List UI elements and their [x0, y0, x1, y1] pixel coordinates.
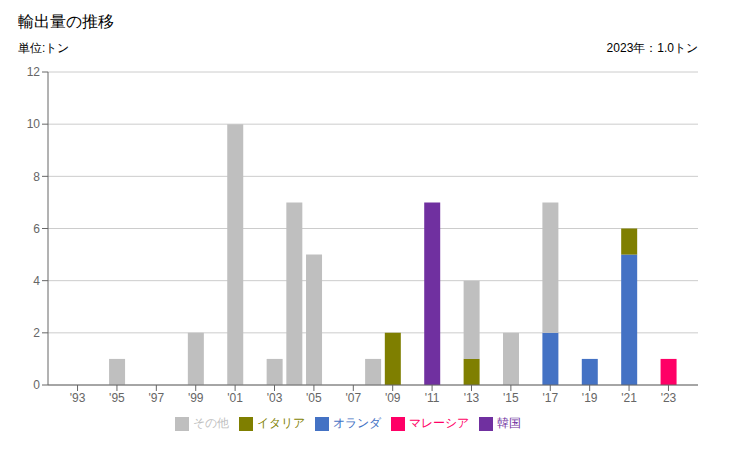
svg-text:'03: '03 — [267, 391, 283, 405]
html-text:マレーシア: マレーシア — [409, 416, 469, 430]
svg-text:'13: '13 — [464, 391, 480, 405]
html-text:その他: その他 — [193, 416, 229, 430]
svg-text:'07: '07 — [345, 391, 361, 405]
svg-text:'15: '15 — [503, 391, 519, 405]
svg-text:0: 0 — [33, 378, 40, 392]
svg-text:'17: '17 — [542, 391, 558, 405]
html-text:2023年：1.0トン: 2023年：1.0トン — [606, 41, 698, 55]
svg-text:6: 6 — [33, 222, 40, 236]
svg-text:'21: '21 — [621, 391, 637, 405]
html-text:韓国: 韓国 — [497, 416, 521, 430]
svg-text:8: 8 — [33, 170, 40, 184]
html-text:イタリア: イタリア — [257, 416, 305, 430]
html-text:輸出量の推移: 輸出量の推移 — [18, 13, 114, 30]
svg-text:'11: '11 — [425, 391, 440, 405]
svg-text:4: 4 — [33, 274, 40, 288]
svg-text:'01: '01 — [227, 391, 243, 405]
svg-text:'19: '19 — [582, 391, 598, 405]
svg-text:2: 2 — [33, 326, 40, 340]
svg-text:'05: '05 — [306, 391, 322, 405]
svg-text:'97: '97 — [149, 391, 165, 405]
svg-text:'09: '09 — [385, 391, 401, 405]
svg-text:'93: '93 — [70, 391, 86, 405]
svg-text:'99: '99 — [188, 391, 204, 405]
html-text:単位:トン: 単位:トン — [18, 41, 70, 55]
svg-text:'23: '23 — [661, 391, 677, 405]
svg-text:'95: '95 — [109, 391, 125, 405]
svg-text:10: 10 — [27, 117, 41, 131]
svg-text:12: 12 — [27, 65, 41, 79]
html-text:オランダ: オランダ — [333, 416, 381, 430]
